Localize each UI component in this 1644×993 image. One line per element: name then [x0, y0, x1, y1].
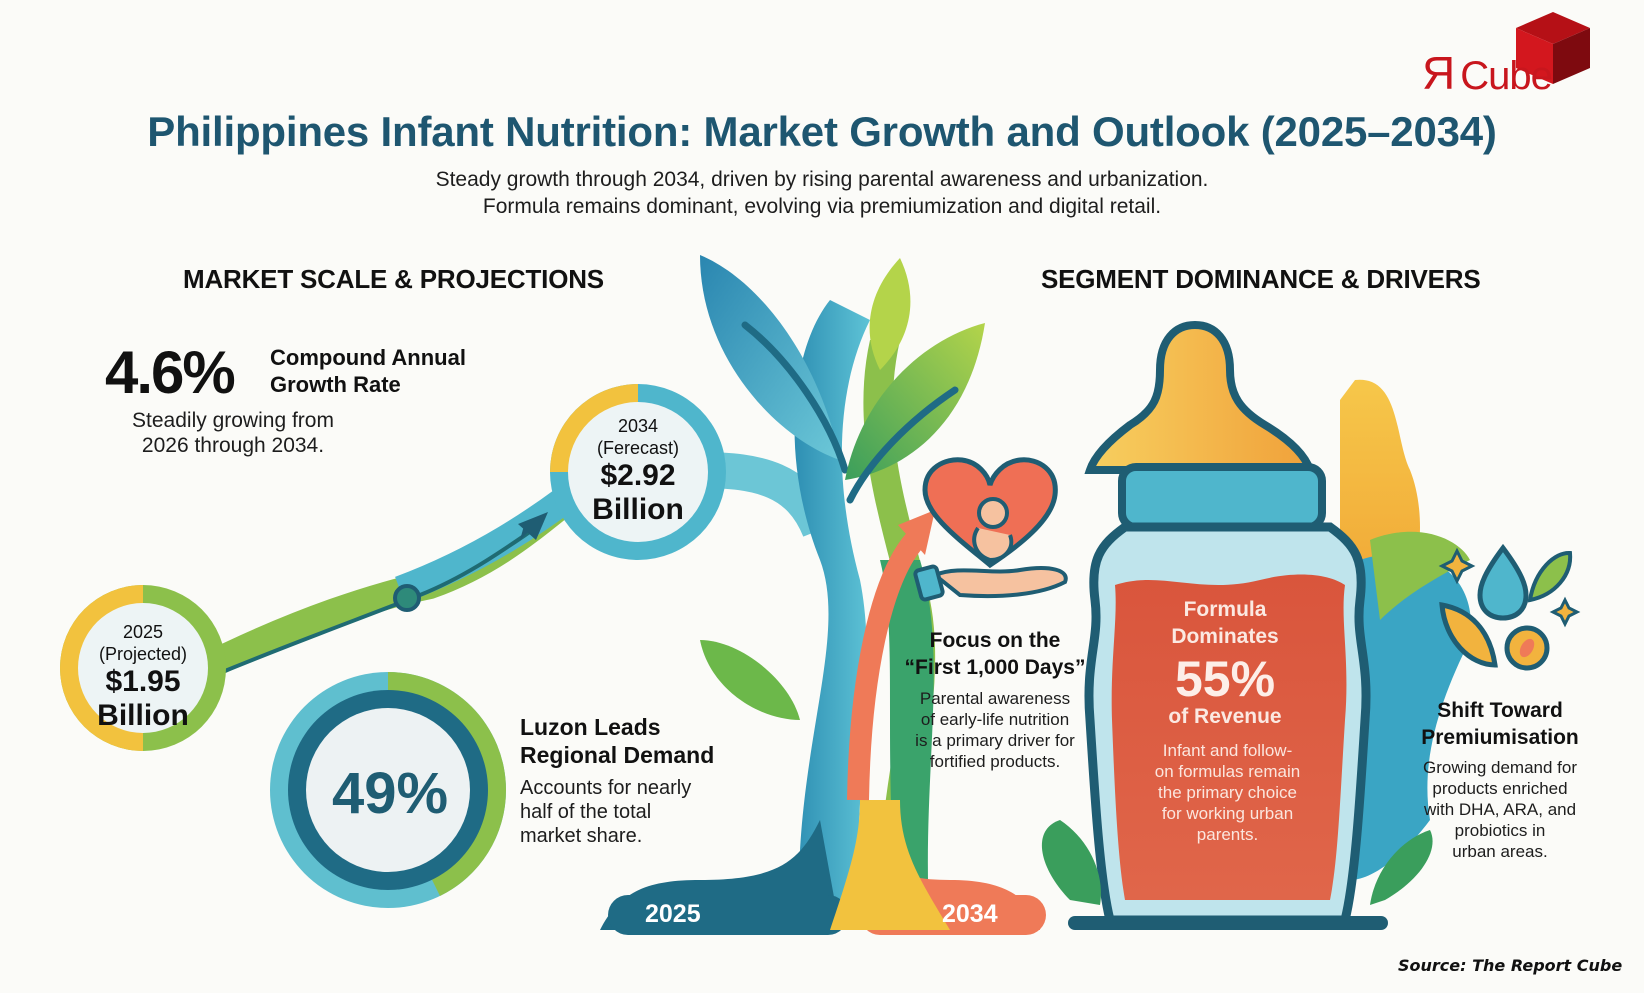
luzon-share-value: 49%	[331, 761, 449, 826]
formula-share-value: 55%	[1174, 651, 1276, 707]
year-end-label: 2034	[942, 900, 998, 928]
heart-hand-icon	[913, 457, 1068, 602]
page-subtitle: Steady growth through 2034, driven by ri…	[435, 168, 1209, 218]
formula-subheading: of Revenue	[1168, 705, 1282, 728]
premium-title: Shift Toward Premiumisation	[1421, 699, 1579, 749]
baby-bottle-icon	[1041, 320, 1433, 930]
formula-heading: Formula Dominates	[1171, 598, 1279, 648]
cagr-label: Compound Annual Growth Rate	[270, 345, 466, 397]
projected-2025-badge: 2025 (Projected) $1.95 Billion	[97, 622, 189, 732]
section-heading-segment: SEGMENT DOMINANCE & DRIVERS	[1041, 264, 1481, 294]
plant-illustration	[600, 255, 1046, 935]
source-credit: Source: The Report Cube	[1398, 956, 1623, 975]
formula-description: Infant and follow- on formulas remain th…	[1154, 741, 1301, 844]
logo-mark: Я	[1422, 47, 1455, 99]
circle-luzon	[270, 672, 507, 908]
focus-title: Focus on the “First 1,000 Days”	[904, 629, 1086, 679]
page-title: Philippines Infant Nutrition: Market Gro…	[147, 108, 1497, 155]
premium-nutrients-icon	[1438, 543, 1581, 671]
luzon-title: Luzon Leads Regional Demand	[520, 714, 715, 768]
circle-2034	[550, 384, 726, 560]
luzon-description: Accounts for nearly half of the total ma…	[520, 777, 692, 847]
brand-logo: Я Cube	[1420, 10, 1600, 99]
premium-description: Growing demand for products enriched wit…	[1422, 758, 1578, 861]
cagr-value: 4.6%	[105, 339, 236, 406]
focus-description: Parental awareness of early-life nutriti…	[915, 689, 1075, 771]
logo-cube-icon	[1516, 12, 1590, 84]
cagr-description: Steadily growing from 2026 through 2034.	[132, 409, 334, 457]
section-heading-market-scale: MARKET SCALE & PROJECTIONS	[183, 264, 604, 294]
logo-text: Cube	[1460, 54, 1553, 98]
year-start-label: 2025	[645, 900, 701, 928]
circle-2025	[60, 585, 226, 751]
forecast-2034-badge: 2034 (Ferecast) $2.92 Billion	[592, 416, 684, 526]
